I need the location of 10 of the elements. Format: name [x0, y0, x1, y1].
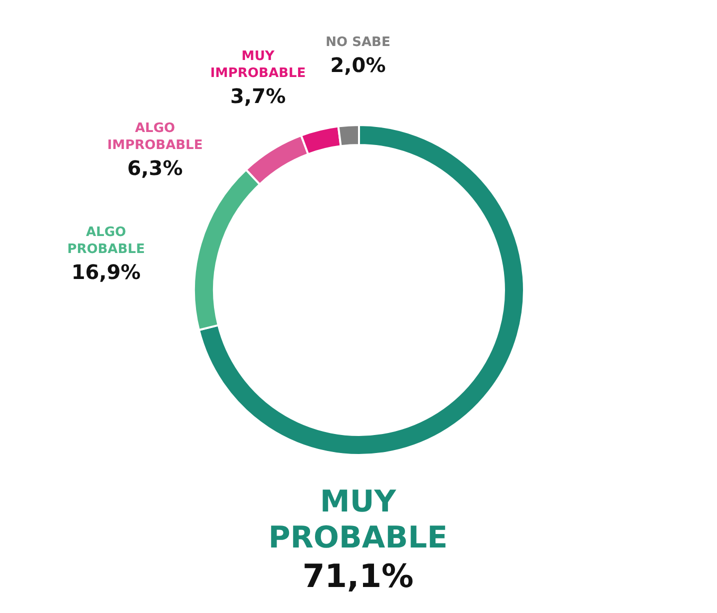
data-label: 3,7% — [230, 84, 286, 108]
data-label: 2,0% — [330, 53, 386, 77]
slice-label: NO SABE — [326, 35, 390, 50]
data-label: 6,3% — [127, 156, 183, 180]
slice-label: MUY PROBABLE — [268, 484, 448, 556]
data-label: 16,9% — [71, 260, 141, 284]
slice-label: ALGO PROBABLE — [67, 225, 145, 257]
slice-label: ALGO IMPROBABLE — [107, 121, 203, 153]
data-label: 71,1% — [302, 557, 414, 595]
slice-label: MUY IMPROBABLE — [210, 49, 306, 81]
